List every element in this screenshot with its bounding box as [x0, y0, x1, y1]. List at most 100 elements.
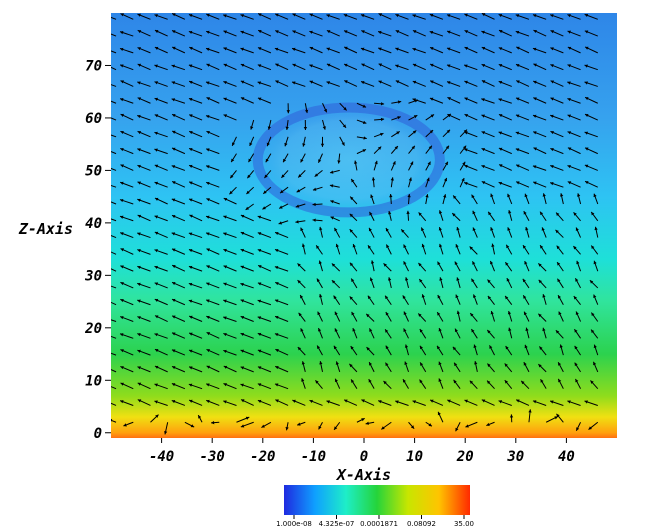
vector-arrowhead: [344, 46, 348, 50]
vector-arrowhead: [229, 190, 233, 195]
vector-arrowhead: [154, 131, 158, 135]
colorbar-tick-label: 35.00: [454, 520, 474, 527]
colorbar: 1.000e-08 4.325e-07 0.0001871 0.08092 35.00: [276, 485, 474, 527]
vector-arrowhead: [352, 244, 356, 248]
vector-arrowhead: [401, 229, 405, 233]
vector-arrowhead: [505, 295, 509, 300]
bubble-interior: [257, 107, 440, 213]
vector-arrowhead: [532, 47, 537, 51]
vector-arrowhead: [461, 178, 465, 182]
vector-arrowhead: [593, 193, 597, 198]
vector-arrowhead: [137, 349, 141, 353]
vector-arrowhead: [505, 262, 509, 266]
vector-arrowhead: [171, 232, 176, 236]
vector-arrowhead: [309, 64, 313, 68]
vector-arrowhead: [438, 327, 442, 332]
y-tick-label: 50: [85, 163, 102, 179]
vector-arrowhead: [319, 361, 323, 365]
vector-arrowhead: [316, 245, 320, 249]
vector-arrow: [111, 167, 117, 171]
vector-arrowhead: [473, 344, 477, 348]
vector-arrowhead: [498, 98, 502, 102]
vector-arrowhead: [584, 400, 588, 404]
vector-arrowhead: [223, 14, 227, 18]
vector-arrowhead: [120, 181, 124, 185]
vector-arrowhead: [585, 46, 589, 50]
vector-arrowhead: [334, 426, 338, 430]
vector-arrow: [111, 50, 117, 54]
vector-arrowhead: [522, 245, 527, 249]
vector-arrowhead: [593, 294, 597, 299]
vector-arrowhead: [120, 282, 124, 286]
vector-arrowhead: [154, 215, 159, 219]
vector-arrowhead: [120, 366, 124, 370]
vector-arrowhead: [397, 116, 401, 120]
vector-arrowhead: [206, 315, 210, 319]
vector-arrowhead: [443, 194, 447, 198]
vector-arrowhead: [206, 365, 211, 369]
vector-arrowhead: [263, 190, 267, 194]
vector-arrowhead: [369, 328, 373, 332]
vector-arrow: [111, 201, 117, 205]
vector-arrowhead: [297, 263, 301, 267]
vector-arrowhead: [456, 310, 461, 315]
vector-arrowhead: [464, 64, 468, 68]
colorbar-labels: 1.000e-08 4.325e-07 0.0001871 0.08092 35.00: [276, 515, 474, 527]
vector-arrowhead: [257, 97, 262, 101]
vector-arrowhead: [418, 212, 422, 216]
vector-arrowhead: [540, 379, 544, 383]
vector-arrowhead: [429, 130, 434, 134]
vector-arrowhead: [274, 383, 279, 387]
y-tick-label: 30: [84, 268, 102, 284]
vector-arrowhead: [481, 80, 486, 84]
vector-arrowhead: [206, 97, 211, 101]
vector-arrowhead: [223, 47, 227, 51]
vector-arrowhead: [303, 126, 308, 131]
vector-arrowhead: [171, 214, 176, 219]
x-axis-label: X-Axis: [335, 466, 391, 484]
vector-arrowhead: [206, 63, 210, 67]
vector-arrowhead: [539, 346, 543, 350]
vector-arrowhead: [488, 211, 492, 216]
vector-arrowhead: [464, 164, 468, 168]
vector-arrowhead: [585, 181, 589, 185]
vector-arrowhead: [550, 182, 554, 186]
vector-arrowhead: [454, 328, 458, 333]
vector-arrow: [111, 235, 117, 239]
vector-arrowhead: [120, 130, 124, 135]
vector-arrow: [111, 184, 117, 188]
vector-arrowhead: [412, 130, 417, 134]
vector-arrowhead: [172, 114, 176, 118]
vector-arrowhead: [351, 178, 355, 183]
vector-arrowhead: [498, 131, 503, 135]
vector-arrowhead: [574, 329, 578, 333]
vector-arrowhead: [411, 145, 415, 150]
vector-arrowhead: [298, 312, 302, 317]
x-tick-label: -30: [200, 449, 225, 465]
vector-arrowhead: [300, 294, 304, 299]
vector-arrowhead: [103, 98, 106, 101]
vector-arrowhead: [232, 142, 236, 146]
vector-arrowhead: [119, 47, 124, 52]
vector-arrowhead: [425, 194, 429, 198]
vector-arrowhead: [312, 202, 316, 207]
vector-arrowhead: [555, 330, 560, 334]
vector-arrowhead: [430, 80, 434, 84]
vector-arrowhead: [334, 227, 338, 232]
vector-arrowhead: [317, 311, 321, 316]
vector-arrowhead: [515, 131, 520, 135]
vector-arrowhead: [223, 114, 228, 118]
vector-arrowhead: [437, 312, 441, 316]
vector-arrowhead: [593, 344, 597, 349]
vector-arrowhead: [164, 431, 168, 435]
vector-arrowhead: [285, 126, 289, 130]
vector-arrowhead: [206, 198, 210, 202]
vector-arrowhead: [542, 327, 546, 332]
vector-arrowhead: [558, 362, 562, 366]
vector-arrowhead: [516, 181, 520, 185]
vector-arrowhead: [381, 426, 385, 430]
vector-arrowhead: [331, 263, 336, 267]
vector-arrowhead: [137, 265, 141, 269]
vector-arrowhead: [498, 13, 503, 18]
vector-arrowhead: [550, 80, 555, 84]
